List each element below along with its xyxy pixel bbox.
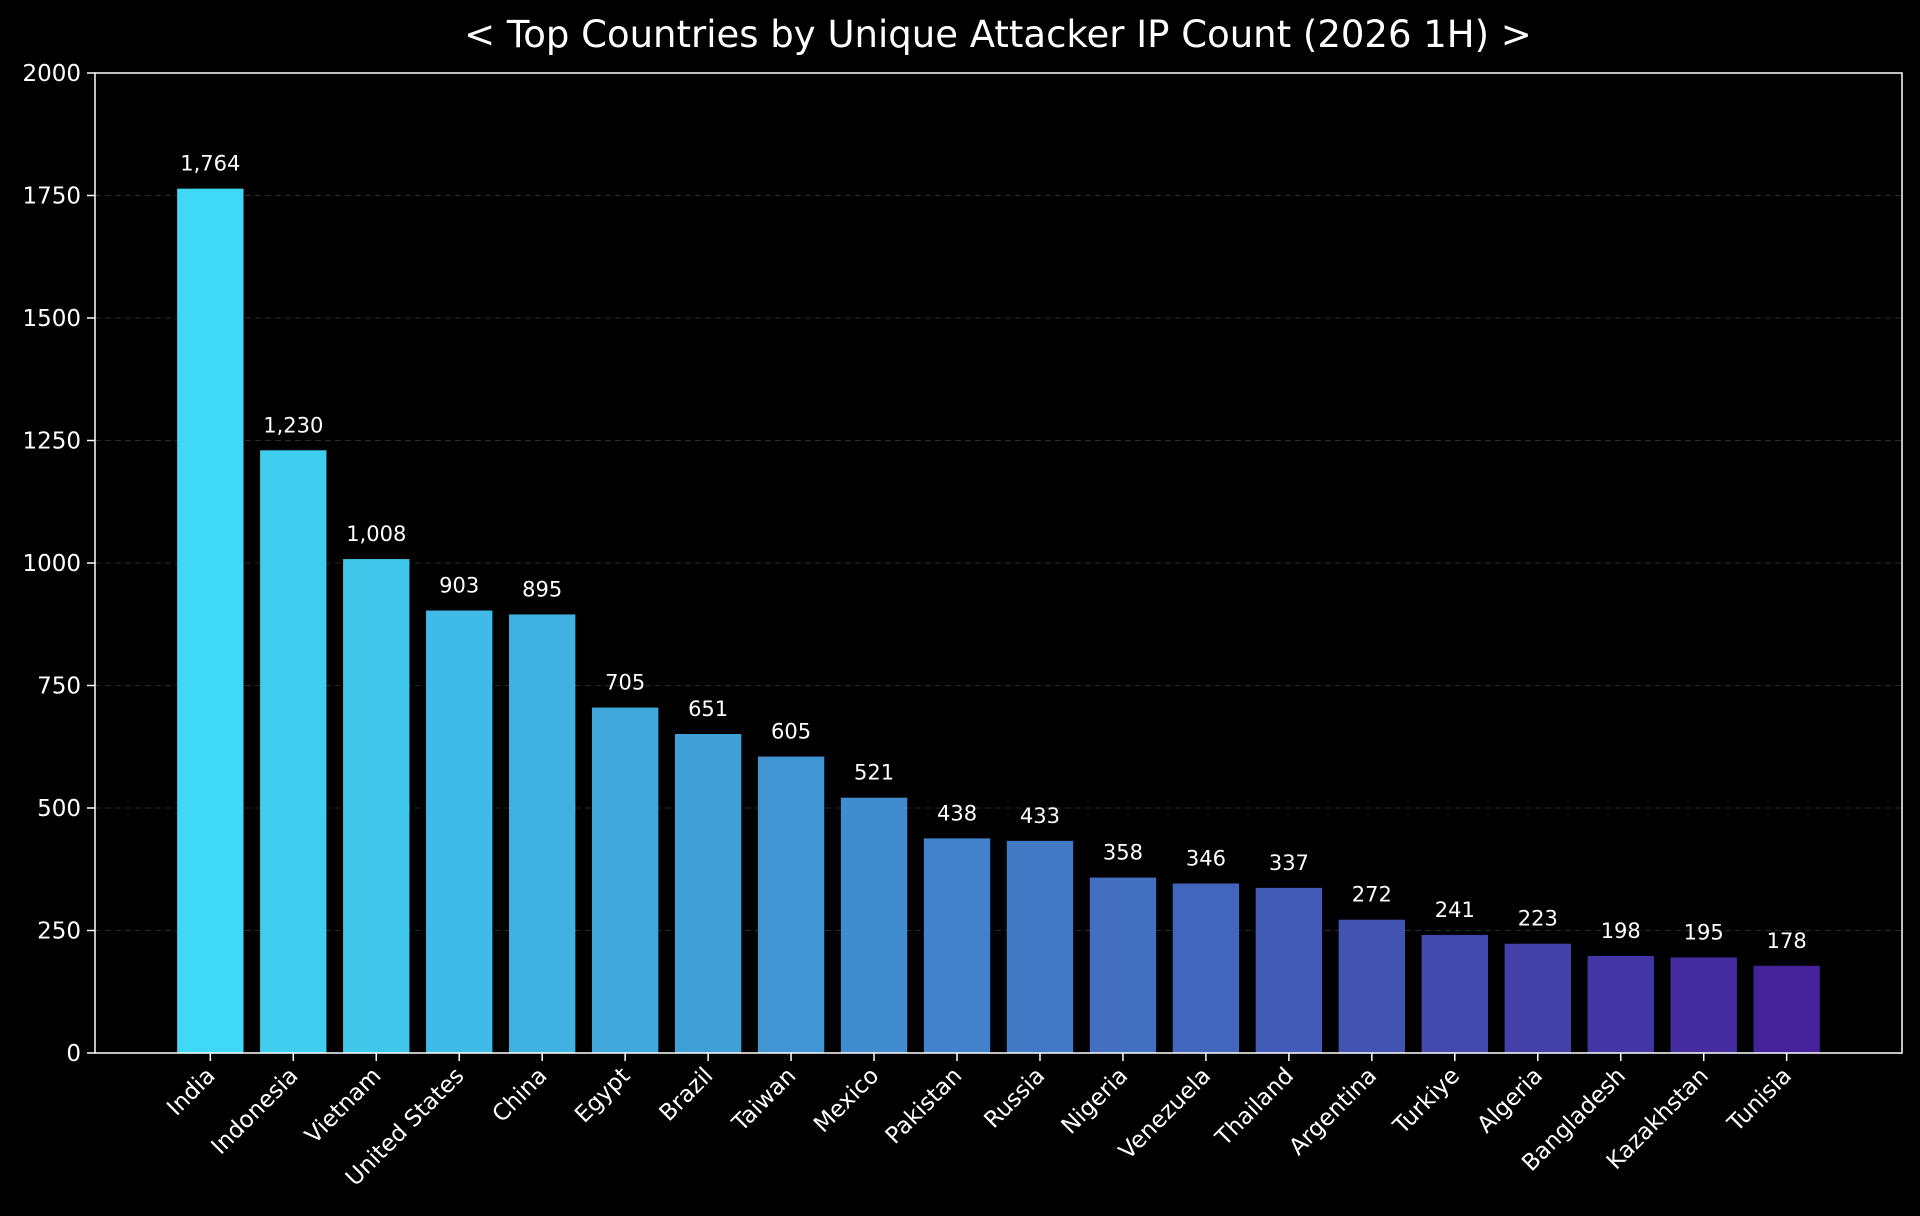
x-tick-label: Nigeria xyxy=(1057,1063,1134,1140)
x-tick-label: Taiwan xyxy=(727,1063,801,1137)
y-tick-label: 0 xyxy=(66,1041,81,1067)
bar-mexico xyxy=(840,797,908,1053)
bar-value-label: 272 xyxy=(1352,883,1392,907)
bar-argentina xyxy=(1338,919,1406,1053)
bar-value-label: 438 xyxy=(937,801,977,825)
bar-algeria xyxy=(1504,943,1571,1053)
bar-value-label: 651 xyxy=(688,697,728,721)
bar-china xyxy=(509,614,576,1053)
x-tick-label: Brazil xyxy=(655,1063,719,1127)
bar-value-label: 1,008 xyxy=(346,522,406,546)
bar-indonesia xyxy=(260,450,327,1053)
bar-turkiye xyxy=(1421,934,1488,1053)
bar-bangladesh xyxy=(1587,955,1654,1053)
bar-value-label: 433 xyxy=(1020,804,1060,828)
bar-kazakhstan xyxy=(1670,957,1737,1053)
bar-value-label: 705 xyxy=(605,671,645,695)
y-tick-label: 500 xyxy=(37,796,81,822)
x-tick-label: Egypt xyxy=(570,1063,635,1128)
bar-value-label: 1,764 xyxy=(180,152,240,176)
y-tick-label: 2000 xyxy=(22,61,81,87)
bar-nigeria xyxy=(1089,877,1157,1053)
bar-india xyxy=(177,188,244,1053)
bar-value-label: 198 xyxy=(1601,919,1641,943)
x-tick-label: Vietnam xyxy=(300,1063,386,1149)
bar-value-label: 1,230 xyxy=(263,413,323,437)
x-tick-label: India xyxy=(162,1063,220,1121)
bar-brazil xyxy=(674,734,742,1053)
bar-value-label: 903 xyxy=(439,574,479,598)
bar-value-label: 895 xyxy=(522,577,562,601)
bar-thailand xyxy=(1255,887,1323,1053)
y-tick-label: 250 xyxy=(37,919,81,945)
bar-value-label: 178 xyxy=(1767,929,1807,953)
bar-value-label: 223 xyxy=(1518,907,1558,931)
x-tick-label: Mexico xyxy=(809,1063,884,1138)
bar-value-label: 521 xyxy=(854,761,894,785)
bar-pakistan xyxy=(923,838,991,1053)
x-tick-label: Algeria xyxy=(1472,1063,1548,1139)
x-tick-label: Argentina xyxy=(1284,1063,1382,1161)
bar-venezuela xyxy=(1172,883,1240,1053)
bar-tunisia xyxy=(1753,965,1820,1053)
bar-egypt xyxy=(591,707,659,1053)
x-tick-label: Pakistan xyxy=(881,1063,967,1149)
bar-united-states xyxy=(426,610,493,1053)
value-labels: 1,764 1,230 1,008 903 895 705 651 605 521 438 433 3… xyxy=(180,152,1806,953)
bar-value-label: 195 xyxy=(1684,920,1724,944)
x-tick-label: Russia xyxy=(980,1063,1051,1134)
chart-title: < Top Countries by Unique Attacker IP Co… xyxy=(464,13,1532,56)
bar-value-label: 346 xyxy=(1186,846,1226,870)
x-tick-label: Turkiye xyxy=(1388,1063,1465,1140)
bar-value-label: 605 xyxy=(771,720,811,744)
bar-value-label: 241 xyxy=(1435,898,1475,922)
y-tick-label: 1500 xyxy=(22,306,81,332)
x-tick-label: Indonesia xyxy=(206,1063,303,1160)
y-tick-label: 1750 xyxy=(22,184,81,210)
y-tick-label: 1000 xyxy=(22,551,81,577)
bar-value-label: 358 xyxy=(1103,841,1143,865)
bar-taiwan xyxy=(757,756,825,1053)
x-tick-label: China xyxy=(488,1063,553,1128)
y-tick-label: 1250 xyxy=(22,429,81,455)
bar-russia xyxy=(1006,840,1074,1053)
y-tick-label: 750 xyxy=(37,674,81,700)
bars xyxy=(177,188,1820,1053)
y-axis-ticks: 0 250 500 750 1000 1250 1500 1750 2000 xyxy=(22,61,95,1067)
x-tick-label: Thailand xyxy=(1210,1063,1299,1152)
bar-value-label: 337 xyxy=(1269,851,1309,875)
x-tick-label: Tunisia xyxy=(1722,1063,1797,1138)
bar-vietnam xyxy=(343,559,410,1053)
